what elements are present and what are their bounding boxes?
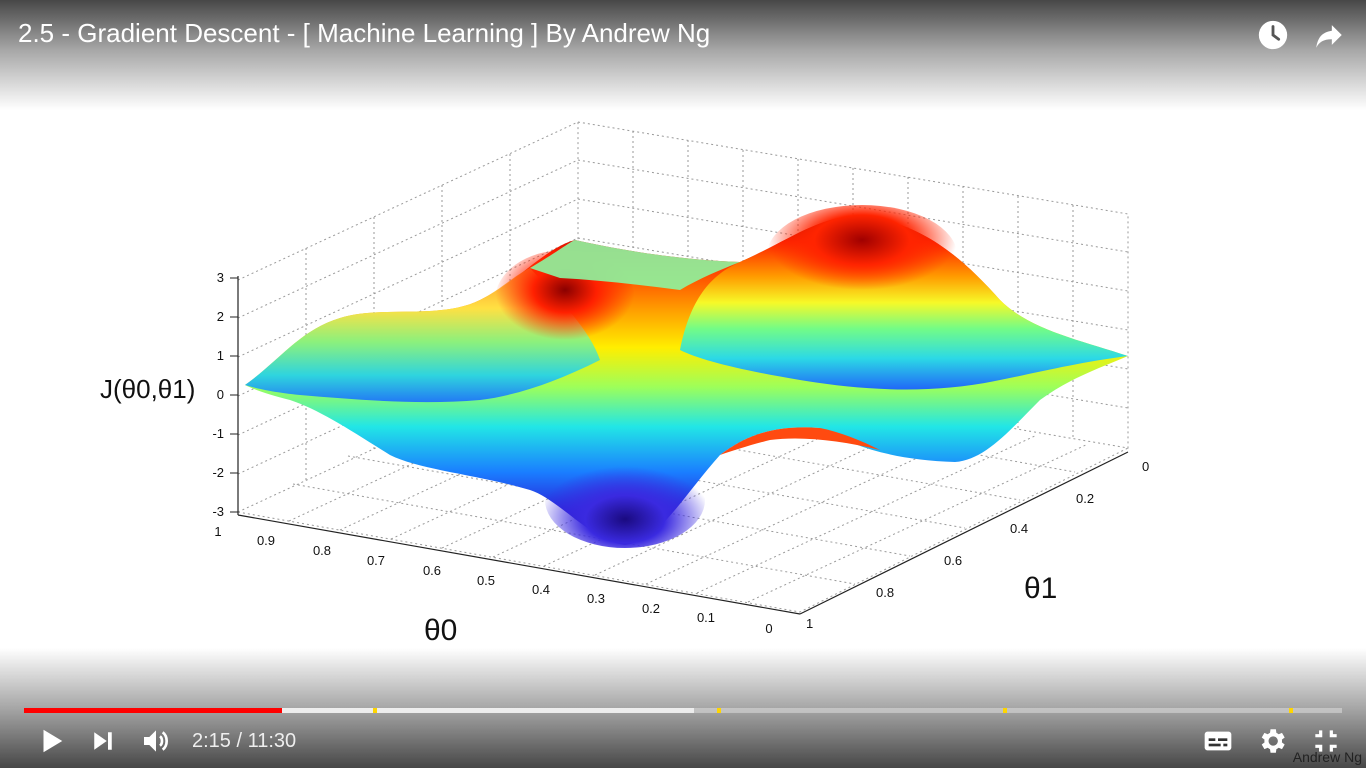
x-tick-label: 0.2 (642, 601, 660, 616)
x-tick-label: 0.4 (532, 582, 550, 597)
video-title[interactable]: 2.5 - Gradient Descent - [ Machine Learn… (18, 18, 711, 48)
surface-back-edge (530, 240, 740, 290)
y-tick-label: 0.8 (876, 585, 894, 600)
progress-bar[interactable] (24, 708, 1342, 713)
played-bar (24, 708, 283, 713)
y-tick-label: 1 (806, 616, 813, 631)
exit-fullscreen-icon[interactable] (1310, 725, 1342, 757)
x-tick-labels: 1 0.9 0.8 0.7 0.6 0.5 0.4 0.3 0.2 0.1 0 (214, 524, 772, 636)
skip-next-icon[interactable] (88, 726, 118, 756)
z-tick-labels: 3 2 1 0 -1 -2 -3 (212, 270, 224, 519)
y-tick-label: 0 (1142, 459, 1149, 474)
buffered-bar (24, 708, 694, 713)
watermark: Andrew Ng (1292, 749, 1362, 765)
z-tick-label: -1 (212, 426, 224, 441)
play-icon[interactable] (36, 726, 66, 756)
controls-left: 2:15 / 11:30 (36, 722, 296, 760)
y-axis-label: θ1 (1024, 572, 1057, 605)
x-tick-label: 1 (214, 524, 221, 539)
chapter-marker (1003, 708, 1008, 713)
clock-icon[interactable] (1256, 18, 1290, 52)
z-tick-label: 3 (217, 270, 224, 285)
z-axis-label: J(θ0,θ1) (100, 374, 195, 404)
z-tick-label: -3 (212, 504, 224, 519)
y-axis-line (799, 451, 1129, 615)
x-axis-label: θ0 (424, 614, 457, 647)
z-tick-label: 0 (217, 387, 224, 402)
volume-icon[interactable] (140, 725, 172, 757)
y-tick-label: 0.6 (944, 553, 962, 568)
x-tick-label: 0 (765, 621, 772, 636)
top-right-actions (1256, 18, 1346, 52)
controls-right (1202, 722, 1342, 760)
surface-peak-right (767, 205, 957, 305)
x-tick-label: 0.5 (477, 573, 495, 588)
gear-icon[interactable] (1256, 725, 1288, 757)
chapter-marker (1289, 708, 1294, 713)
z-tick-label: 2 (217, 309, 224, 324)
share-arrow-icon[interactable] (1312, 18, 1346, 52)
x-tick-label: 0.8 (313, 543, 331, 558)
time-display: 2:15 / 11:30 (192, 729, 297, 752)
chapter-marker (717, 708, 722, 713)
subtitles-icon[interactable] (1202, 725, 1234, 757)
x-tick-label: 0.3 (587, 591, 605, 606)
y-tick-label: 0.2 (1076, 491, 1094, 506)
x-axis-line (237, 514, 801, 615)
surface (245, 205, 1128, 548)
top-gradient-overlay (0, 0, 1366, 110)
surface-fold (720, 427, 880, 455)
y-tick-labels: 0 0.2 0.4 0.6 0.8 1 (806, 459, 1149, 631)
x-tick-label: 0.1 (697, 610, 715, 625)
x-tick-label: 0.7 (367, 553, 385, 568)
x-tick-label: 0.9 (257, 533, 275, 548)
chapter-marker (373, 708, 378, 713)
surface-pit (545, 452, 705, 548)
z-tick-label: -2 (212, 465, 224, 480)
z-axis-ticks (230, 277, 238, 513)
x-tick-label: 0.6 (423, 563, 441, 578)
z-tick-label: 1 (217, 348, 224, 363)
y-tick-label: 0.4 (1010, 521, 1028, 536)
